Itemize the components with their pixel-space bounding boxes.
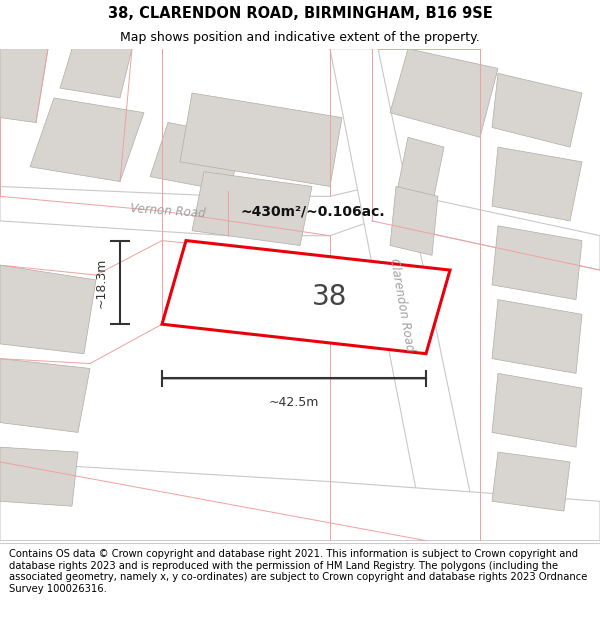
Polygon shape bbox=[30, 98, 144, 181]
Polygon shape bbox=[390, 49, 498, 138]
Text: 38: 38 bbox=[313, 283, 347, 311]
Polygon shape bbox=[0, 186, 600, 270]
Text: Clarendon Road: Clarendon Road bbox=[388, 257, 416, 352]
Text: Map shows position and indicative extent of the property.: Map shows position and indicative extent… bbox=[120, 31, 480, 44]
Text: ~430m²/~0.106ac.: ~430m²/~0.106ac. bbox=[240, 204, 385, 218]
Polygon shape bbox=[492, 147, 582, 221]
Polygon shape bbox=[192, 172, 312, 246]
Text: Vernon Road: Vernon Road bbox=[130, 202, 206, 220]
Polygon shape bbox=[0, 447, 78, 506]
Polygon shape bbox=[0, 49, 48, 122]
Text: Contains OS data © Crown copyright and database right 2021. This information is : Contains OS data © Crown copyright and d… bbox=[9, 549, 587, 594]
Polygon shape bbox=[330, 49, 480, 541]
Polygon shape bbox=[0, 265, 96, 354]
Polygon shape bbox=[162, 241, 450, 354]
Polygon shape bbox=[492, 299, 582, 373]
Text: 38, CLARENDON ROAD, BIRMINGHAM, B16 9SE: 38, CLARENDON ROAD, BIRMINGHAM, B16 9SE bbox=[107, 6, 493, 21]
Polygon shape bbox=[492, 452, 570, 511]
Polygon shape bbox=[180, 93, 342, 186]
Text: ~42.5m: ~42.5m bbox=[269, 396, 319, 409]
Polygon shape bbox=[492, 373, 582, 447]
Polygon shape bbox=[0, 462, 600, 541]
Polygon shape bbox=[396, 138, 444, 206]
Polygon shape bbox=[0, 359, 90, 432]
Polygon shape bbox=[492, 226, 582, 299]
Polygon shape bbox=[150, 122, 246, 191]
Text: ~18.3m: ~18.3m bbox=[95, 258, 108, 308]
Polygon shape bbox=[60, 49, 132, 98]
Polygon shape bbox=[390, 186, 438, 256]
Polygon shape bbox=[492, 73, 582, 147]
